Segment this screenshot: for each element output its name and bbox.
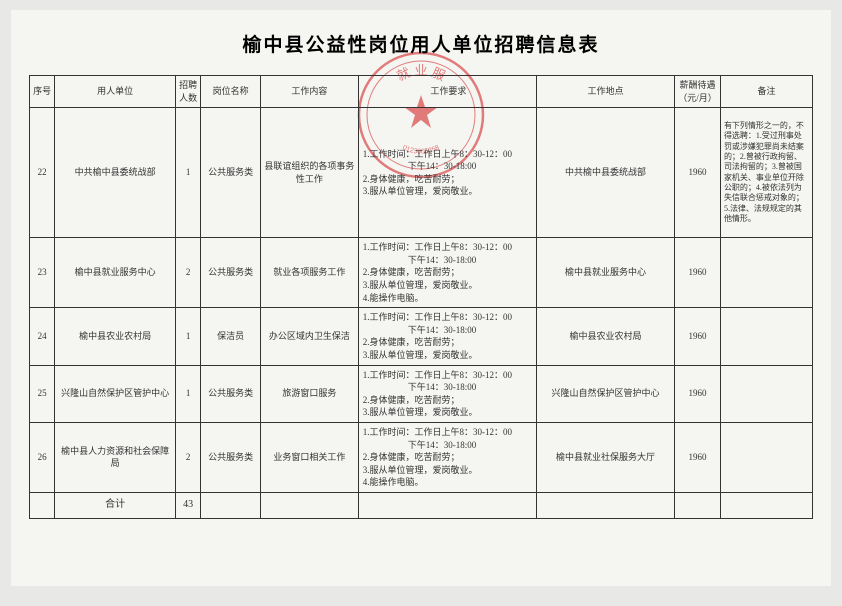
cell-salary: 1960 xyxy=(674,365,720,422)
total-blank xyxy=(261,492,359,518)
cell-posname: 公共服务类 xyxy=(201,422,261,492)
header-location: 工作地点 xyxy=(536,76,674,108)
cell-seq: 25 xyxy=(30,365,55,422)
header-num: 招聘人数 xyxy=(176,76,201,108)
cell-content: 县联谊组织的各项事务性工作 xyxy=(261,108,359,238)
table-row: 23 榆中县就业服务中心 2 公共服务类 就业各项服务工作 1.工作时间：工作日… xyxy=(30,238,813,308)
cell-posname: 公共服务类 xyxy=(201,365,261,422)
cell-num: 1 xyxy=(176,108,201,238)
total-blank xyxy=(674,492,720,518)
cell-remark xyxy=(720,365,812,422)
cell-seq: 26 xyxy=(30,422,55,492)
cell-employer: 中共榆中县委统战部 xyxy=(55,108,176,238)
table-row: 25 兴隆山自然保护区管护中心 1 公共服务类 旅游窗口服务 1.工作时间：工作… xyxy=(30,365,813,422)
cell-salary: 1960 xyxy=(674,238,720,308)
header-employer: 用人单位 xyxy=(55,76,176,108)
header-req: 工作要求 xyxy=(358,76,536,108)
cell-location: 中共榆中县委统战部 xyxy=(536,108,674,238)
cell-employer: 兴隆山自然保护区管护中心 xyxy=(55,365,176,422)
cell-posname: 保洁员 xyxy=(201,308,261,365)
cell-num: 1 xyxy=(176,308,201,365)
cell-remark xyxy=(720,308,812,365)
cell-content: 旅游窗口服务 xyxy=(261,365,359,422)
cell-seq: 22 xyxy=(30,108,55,238)
cell-req: 1.工作时间：工作日上午8：30-12：00 下午14：30-18:00 2.身… xyxy=(358,238,536,308)
total-value: 43 xyxy=(176,492,201,518)
recruitment-table: 序号 用人单位 招聘人数 岗位名称 工作内容 工作要求 工作地点 薪酬待遇（元/… xyxy=(29,75,813,519)
cell-location: 榆中县农业农村局 xyxy=(536,308,674,365)
header-remark: 备注 xyxy=(720,76,812,108)
cell-content: 就业各项服务工作 xyxy=(261,238,359,308)
document-page: 就 业 服 0123005358 榆中县公益性岗位用人单位招聘信息表 序号 用人… xyxy=(11,10,831,586)
cell-seq: 23 xyxy=(30,238,55,308)
cell-employer: 榆中县农业农村局 xyxy=(55,308,176,365)
cell-employer: 榆中县人力资源和社会保障局 xyxy=(55,422,176,492)
total-seq-blank xyxy=(30,492,55,518)
header-posname: 岗位名称 xyxy=(201,76,261,108)
cell-remark xyxy=(720,238,812,308)
cell-num: 1 xyxy=(176,365,201,422)
cell-content: 业务窗口相关工作 xyxy=(261,422,359,492)
cell-num: 2 xyxy=(176,422,201,492)
total-label: 合计 xyxy=(55,492,176,518)
cell-req: 1.工作时间：工作日上午8：30-12：00 下午14：30-18:00 2.身… xyxy=(358,108,536,238)
cell-employer: 榆中县就业服务中心 xyxy=(55,238,176,308)
cell-num: 2 xyxy=(176,238,201,308)
cell-remark xyxy=(720,422,812,492)
cell-salary: 1960 xyxy=(674,108,720,238)
cell-req: 1.工作时间：工作日上午8：30-12：00 下午14：30-18:00 2.身… xyxy=(358,308,536,365)
cell-req: 1.工作时间：工作日上午8：30-12：00 下午14：30-18:00 2.身… xyxy=(358,365,536,422)
cell-salary: 1960 xyxy=(674,422,720,492)
cell-location: 榆中县就业社保服务大厅 xyxy=(536,422,674,492)
total-blank xyxy=(536,492,674,518)
table-row: 26 榆中县人力资源和社会保障局 2 公共服务类 业务窗口相关工作 1.工作时间… xyxy=(30,422,813,492)
cell-seq: 24 xyxy=(30,308,55,365)
table-row: 22 中共榆中县委统战部 1 公共服务类 县联谊组织的各项事务性工作 1.工作时… xyxy=(30,108,813,238)
total-blank xyxy=(358,492,536,518)
cell-content: 办公区域内卫生保洁 xyxy=(261,308,359,365)
cell-posname: 公共服务类 xyxy=(201,238,261,308)
cell-location: 榆中县就业服务中心 xyxy=(536,238,674,308)
total-blank xyxy=(720,492,812,518)
header-salary: 薪酬待遇（元/月） xyxy=(674,76,720,108)
table-header-row: 序号 用人单位 招聘人数 岗位名称 工作内容 工作要求 工作地点 薪酬待遇（元/… xyxy=(30,76,813,108)
table-row: 24 榆中县农业农村局 1 保洁员 办公区域内卫生保洁 1.工作时间：工作日上午… xyxy=(30,308,813,365)
table-total-row: 合计 43 xyxy=(30,492,813,518)
cell-salary: 1960 xyxy=(674,308,720,365)
cell-remark: 有下列情形之一的，不得选聘：1.受过刑事处罚或涉嫌犯罪尚未结案的；2.曾被行政拘… xyxy=(720,108,812,238)
header-seq: 序号 xyxy=(30,76,55,108)
cell-req: 1.工作时间：工作日上午8：30-12：00 下午14：30-18:00 2.身… xyxy=(358,422,536,492)
header-content: 工作内容 xyxy=(261,76,359,108)
total-blank xyxy=(201,492,261,518)
page-title: 榆中县公益性岗位用人单位招聘信息表 xyxy=(29,30,813,57)
cell-posname: 公共服务类 xyxy=(201,108,261,238)
cell-location: 兴隆山自然保护区管护中心 xyxy=(536,365,674,422)
